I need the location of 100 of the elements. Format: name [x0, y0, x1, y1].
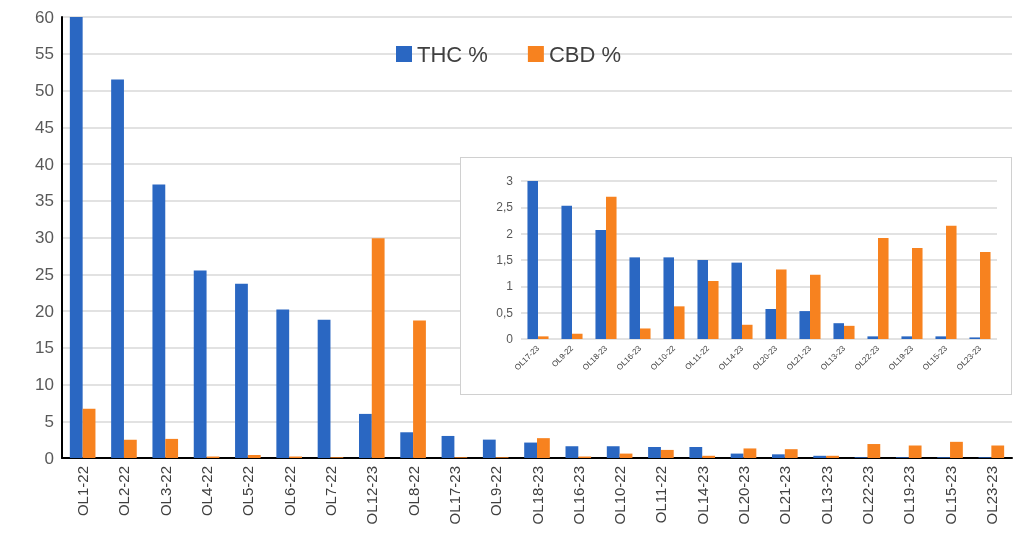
y-tick-label: 1,5 — [496, 253, 514, 267]
bar — [572, 333, 583, 339]
bar — [980, 252, 991, 339]
x-tick-label: OL17-23 — [445, 466, 463, 525]
y-tick-label: 0 — [44, 448, 54, 468]
bar — [908, 445, 922, 458]
x-tick-label: OL23-23 — [982, 466, 1000, 525]
bar — [743, 448, 757, 458]
bar — [152, 184, 166, 458]
bar — [663, 257, 674, 339]
bar — [371, 238, 385, 458]
bar — [776, 269, 787, 339]
bar — [689, 446, 703, 458]
bar — [813, 455, 827, 458]
x-tick-label: OL8-22 — [404, 466, 422, 517]
y-tick-label: 0,5 — [496, 305, 514, 320]
y-tick-label: 45 — [35, 117, 54, 137]
y-tick-label: 15 — [35, 338, 54, 358]
bar — [867, 336, 878, 339]
y-tick-label: 20 — [35, 301, 54, 321]
y-tick-label: 50 — [35, 81, 54, 100]
y-tick-label: 2 — [506, 226, 514, 241]
bar — [784, 449, 798, 458]
x-tick-label: OL5-22 — [239, 466, 257, 517]
x-tick-label: OL14-23 — [693, 466, 711, 525]
bar — [235, 283, 248, 458]
bar — [810, 274, 821, 339]
bar — [69, 17, 83, 458]
bar — [595, 229, 606, 339]
x-tick-label: OL2-22 — [115, 466, 133, 517]
bar — [878, 237, 889, 339]
y-tick-label: 25 — [35, 264, 54, 284]
y-tick-label: 3 — [506, 174, 514, 188]
bar — [629, 257, 640, 339]
y-tick-label: 0 — [506, 332, 514, 346]
bar — [527, 181, 538, 339]
bar — [247, 455, 261, 458]
x-tick-label: OL20-23 — [735, 466, 753, 525]
bar — [799, 311, 810, 339]
bar — [833, 323, 844, 339]
x-tick-label: OL4-22 — [198, 466, 216, 517]
y-tick-label: 5 — [44, 411, 54, 431]
x-tick-label: OL9-22 — [487, 466, 505, 517]
bar — [826, 455, 839, 458]
bar — [358, 413, 372, 458]
x-tick-label: OL11-22 — [652, 466, 670, 524]
x-tick-label: OL7-22 — [321, 466, 339, 517]
y-tick-label: 55 — [35, 44, 54, 64]
bar — [946, 225, 957, 339]
x-tick-label: OL22-23 — [858, 466, 876, 525]
x-tick-label: OL21-23 — [776, 466, 794, 525]
legend-label: THC % — [416, 41, 488, 67]
x-tick-label: OL3-22 — [156, 466, 174, 517]
bar — [482, 439, 496, 458]
bar — [606, 196, 617, 339]
x-tick-label: OL13-23 — [817, 466, 835, 525]
bar — [524, 442, 537, 458]
bar — [82, 408, 96, 458]
bar — [400, 432, 414, 458]
bar — [660, 449, 674, 458]
bar — [648, 446, 661, 458]
bar — [867, 444, 881, 458]
x-tick-label: OL12-23 — [363, 466, 381, 525]
bar — [123, 439, 137, 458]
bar — [765, 308, 776, 339]
bar — [537, 438, 550, 458]
bar — [697, 260, 708, 339]
bar — [844, 325, 855, 339]
bar — [708, 281, 719, 339]
y-tick-label: 10 — [35, 375, 54, 394]
bar — [538, 336, 549, 339]
bar — [950, 441, 963, 458]
bar — [935, 336, 946, 339]
y-tick-label: 2,5 — [496, 200, 514, 215]
y-tick-label: 60 — [35, 7, 54, 27]
bar — [317, 319, 331, 458]
x-tick-label: OL6-22 — [280, 466, 298, 517]
x-tick-label: OL19-23 — [900, 466, 918, 525]
x-tick-label: OL15-23 — [941, 466, 959, 525]
bar — [413, 320, 426, 458]
bar — [565, 446, 579, 458]
bar — [912, 247, 923, 339]
bar — [674, 306, 685, 339]
bar — [606, 446, 620, 458]
bar — [991, 445, 1005, 458]
y-tick-label: 40 — [35, 154, 54, 174]
bar — [901, 336, 912, 339]
bar — [742, 324, 753, 339]
y-tick-label: 35 — [35, 191, 54, 211]
legend-label: CBD % — [548, 41, 622, 67]
y-tick-label: 1 — [506, 279, 514, 294]
bar — [640, 328, 651, 339]
bar — [165, 438, 179, 458]
x-tick-label: OL16-23 — [569, 466, 587, 525]
bar — [111, 79, 124, 458]
bar — [441, 435, 455, 458]
bar — [193, 270, 207, 458]
bar — [731, 262, 742, 339]
bar — [561, 205, 572, 339]
x-tick-label: OL1-22 — [74, 466, 92, 517]
